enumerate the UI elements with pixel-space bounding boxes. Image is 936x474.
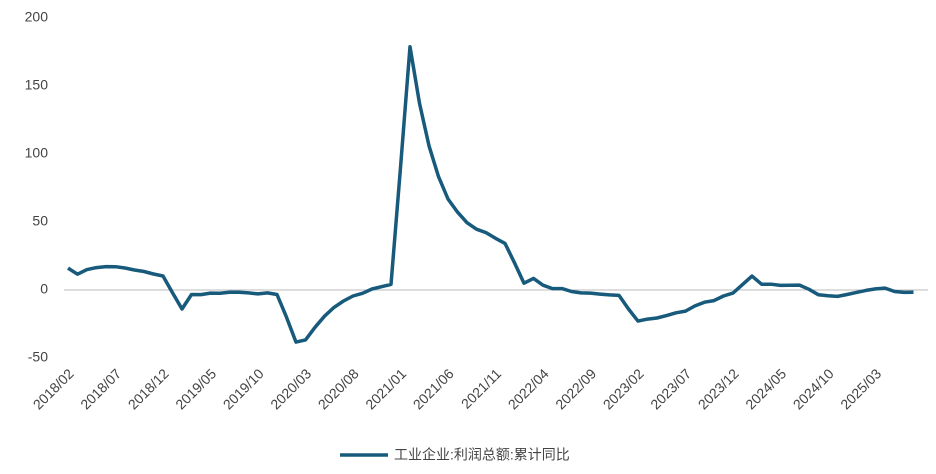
x-tick-label: 2020/08 [315, 365, 362, 412]
x-tick-label: 2019/05 [172, 365, 219, 412]
x-tick-label: 2018/12 [125, 365, 172, 412]
y-tick-label: 100 [25, 145, 49, 161]
x-tick-label: 2022/09 [552, 365, 599, 412]
x-tick-label: 2018/07 [77, 365, 124, 412]
x-tick-label: 2024/05 [742, 365, 789, 412]
x-tick-label: 2020/03 [267, 365, 314, 412]
x-tick-label: 2025/03 [837, 365, 884, 412]
y-tick-label: 50 [32, 213, 48, 229]
x-tick-label: 2018/02 [30, 365, 77, 412]
x-tick-label: 2019/10 [220, 365, 267, 412]
y-tick-label: 0 [40, 281, 48, 297]
x-tick-label: 2023/07 [647, 365, 694, 412]
y-tick-label: 200 [25, 9, 49, 25]
legend-label: 工业企业:利润总额:累计同比 [394, 447, 570, 463]
x-tick-label: 2024/10 [790, 365, 837, 412]
x-tick-label: 2021/11 [458, 365, 505, 412]
x-tick-label: 2023/02 [600, 365, 647, 412]
x-tick-label: 2022/04 [505, 365, 552, 412]
x-tick-label: 2021/01 [362, 365, 409, 412]
y-tick-label: 150 [25, 77, 49, 93]
x-tick-label: 2021/06 [410, 365, 457, 412]
x-tick-label: 2023/12 [695, 365, 742, 412]
y-tick-label: -50 [28, 349, 48, 365]
data-line [67, 44, 914, 344]
